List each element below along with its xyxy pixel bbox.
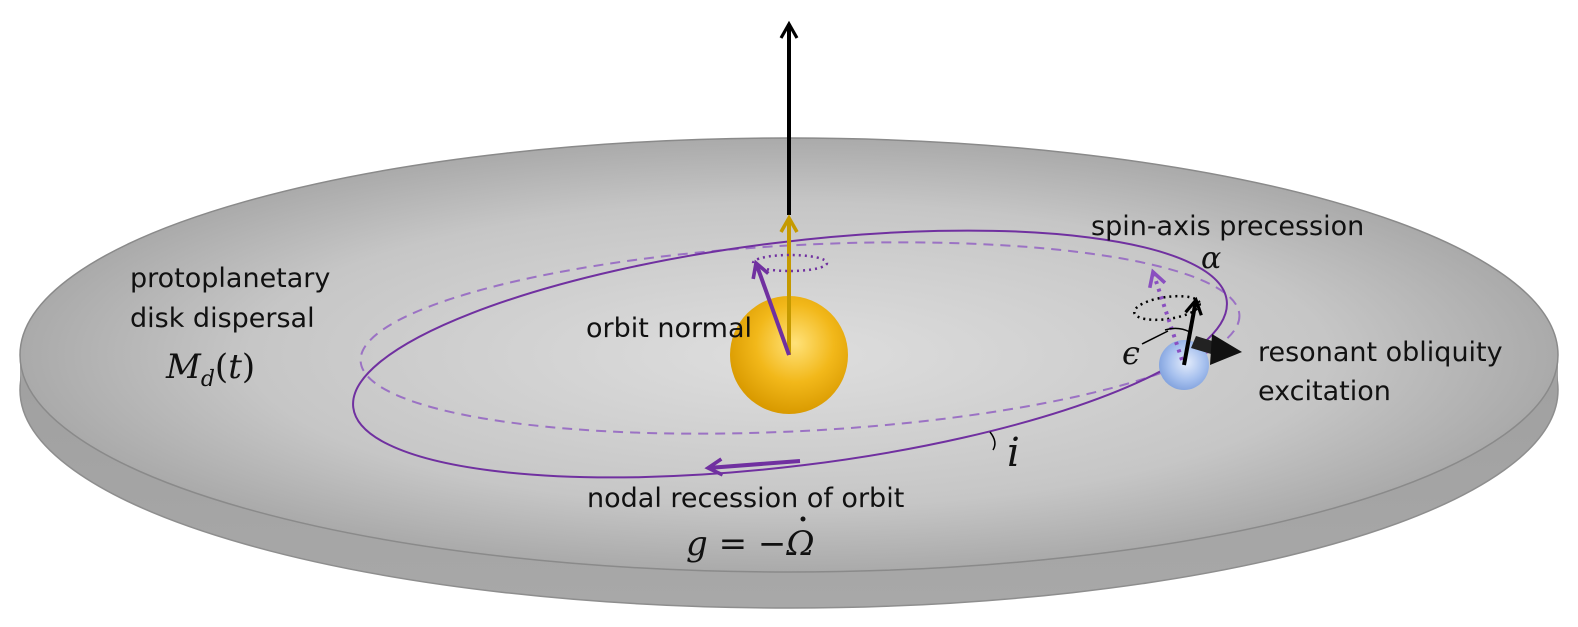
orbit-normal-label: orbit normal bbox=[586, 313, 752, 344]
disk-mass-label: Md(t) bbox=[165, 347, 255, 392]
inclination-arc bbox=[989, 431, 996, 451]
orbit-normal-purple-arrow bbox=[751, 259, 791, 356]
resonant-excitation-arrow bbox=[1191, 334, 1242, 365]
reference-orbit-dashed bbox=[359, 241, 1241, 435]
resonant-label-line1: resonant obliquity bbox=[1258, 337, 1503, 368]
obliquity-arc bbox=[1164, 327, 1191, 333]
epsilon-symbol: ϵ bbox=[1122, 334, 1140, 372]
disk-dispersal-label-line2: disk dispersal bbox=[130, 303, 315, 334]
omega-dot bbox=[800, 516, 806, 522]
disk-dispersal-label-line1: protoplanetary bbox=[130, 263, 330, 294]
alpha-symbol: α bbox=[1201, 241, 1221, 276]
spin-axis-precession-label: spin-axis precession bbox=[1091, 211, 1364, 242]
spin-axis-arrow bbox=[1182, 296, 1203, 366]
inclined-orbit bbox=[352, 229, 1228, 479]
inclination-symbol: i bbox=[1007, 430, 1020, 476]
obliquity-leader bbox=[1141, 330, 1169, 345]
resonant-label-line2: excitation bbox=[1258, 376, 1391, 407]
g-formula-omega: Ω bbox=[785, 524, 814, 564]
g-formula-lhs: g = − bbox=[686, 524, 786, 564]
nodal-recession-arrow bbox=[704, 457, 801, 477]
g-formula: g = −Ω bbox=[686, 524, 815, 564]
nodal-recession-label: nodal recession of orbit bbox=[587, 483, 904, 514]
